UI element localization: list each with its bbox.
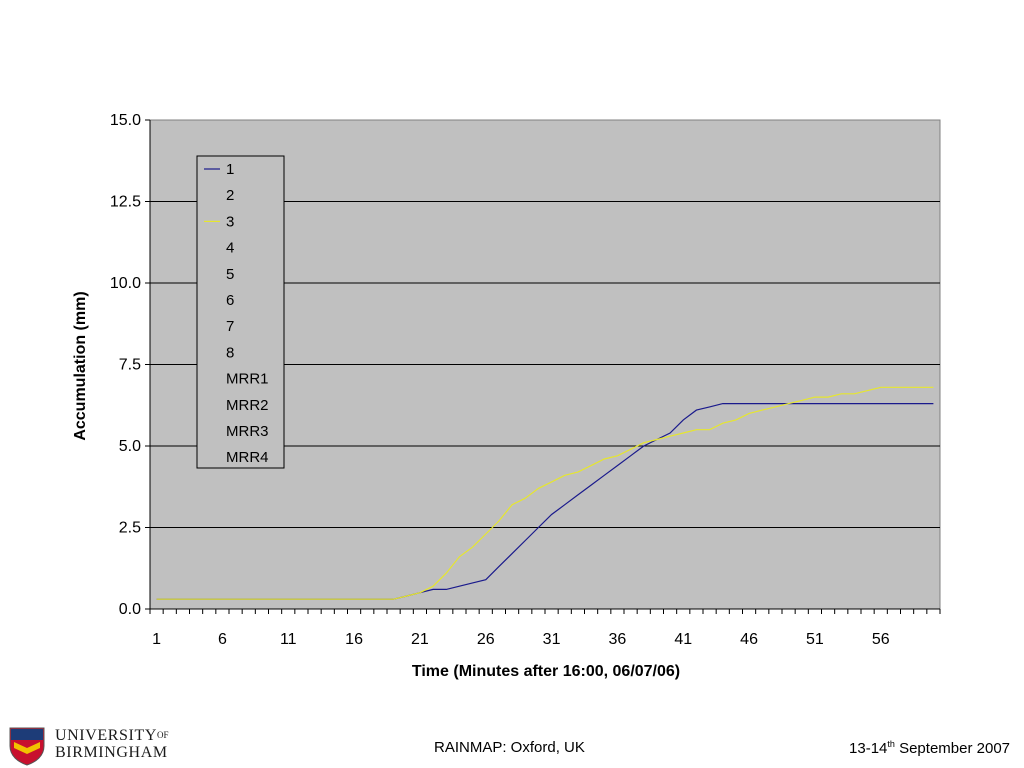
x-axis: 1 6 11 16 21 26 31 36 41 46 51 56 (149, 608, 941, 648)
series-layer (156, 386, 934, 600)
x-tick-label: 1 (152, 631, 161, 648)
y-tick-label: 12.5 (110, 194, 141, 211)
x-tick-label: 26 (477, 631, 495, 648)
x-tick-label: 6 (218, 631, 227, 648)
legend-entry: MRR2 (226, 397, 269, 414)
series-line-3 (156, 386, 934, 600)
x-tick-label: 21 (411, 631, 429, 648)
legend-entry: 7 (226, 318, 234, 335)
x-tick-label: 41 (674, 631, 692, 648)
legend-entry: MRR1 (226, 371, 269, 388)
accumulation-chart: 0.02.55.07.510.012.515.0 1 6 11 16 21 26 31 36 4… (72, 112, 941, 680)
y-tick-label: 7.5 (119, 357, 141, 374)
x-tick-label: 51 (806, 631, 824, 648)
y-tick-label: 5.0 (119, 438, 141, 455)
x-tick-label: 16 (345, 631, 363, 648)
legend-entry: 5 (226, 266, 234, 283)
y-tick-label: 2.5 (119, 520, 141, 537)
legend-entry: 4 (226, 240, 234, 257)
legend-entry: 3 (226, 213, 234, 230)
y-tick-label: 0.0 (119, 601, 141, 618)
footer-date-suffix: September 2007 (894, 740, 1010, 757)
legend-entry: 6 (226, 292, 234, 309)
footer-date-prefix: 13-14 (849, 740, 888, 757)
legend: 1 2 3 4 5 6 7 8 MRR1 MRR2 MRR3 MRR4 (196, 155, 285, 469)
footer-title: RAINMAP: Oxford, UK (434, 739, 585, 756)
legend-entry: MRR3 (226, 423, 269, 440)
legend-entry: 2 (226, 187, 234, 204)
x-tick-label: 56 (872, 631, 890, 648)
x-tick-label: 31 (543, 631, 561, 648)
x-tick-label: 36 (609, 631, 627, 648)
footer-date-sup: th (887, 739, 895, 749)
logo-line1: UNIVERSITY (55, 727, 157, 744)
logo-of: OF (157, 730, 169, 740)
x-tick-label: 46 (740, 631, 758, 648)
x-tick-label: 11 (280, 631, 297, 648)
y-tick-label: 15.0 (110, 112, 141, 129)
crest-icon (9, 727, 45, 766)
y-axis: 0.0 2.5 5.0 7.5 10.0 12.5 15.0 (110, 112, 151, 618)
footer-date: 13-14th September 2007 (849, 739, 1010, 757)
university-logo: UNIVERSITYOF BIRMINGHAM (8, 726, 198, 766)
logo-line2: BIRMINGHAM (55, 744, 168, 761)
x-axis-title: Time (Minutes after 16:00, 06/07/06) (412, 663, 680, 680)
y-tick-label: 10.0 (110, 275, 141, 292)
legend-entry: 1 (226, 161, 234, 178)
legend-entry: 8 (226, 344, 234, 361)
logo-wordmark: UNIVERSITYOF BIRMINGHAM (55, 727, 169, 761)
y-axis-title: Accumulation (mm) (72, 291, 89, 440)
legend-entry: MRR4 (226, 449, 269, 466)
legend-box (196, 155, 285, 469)
